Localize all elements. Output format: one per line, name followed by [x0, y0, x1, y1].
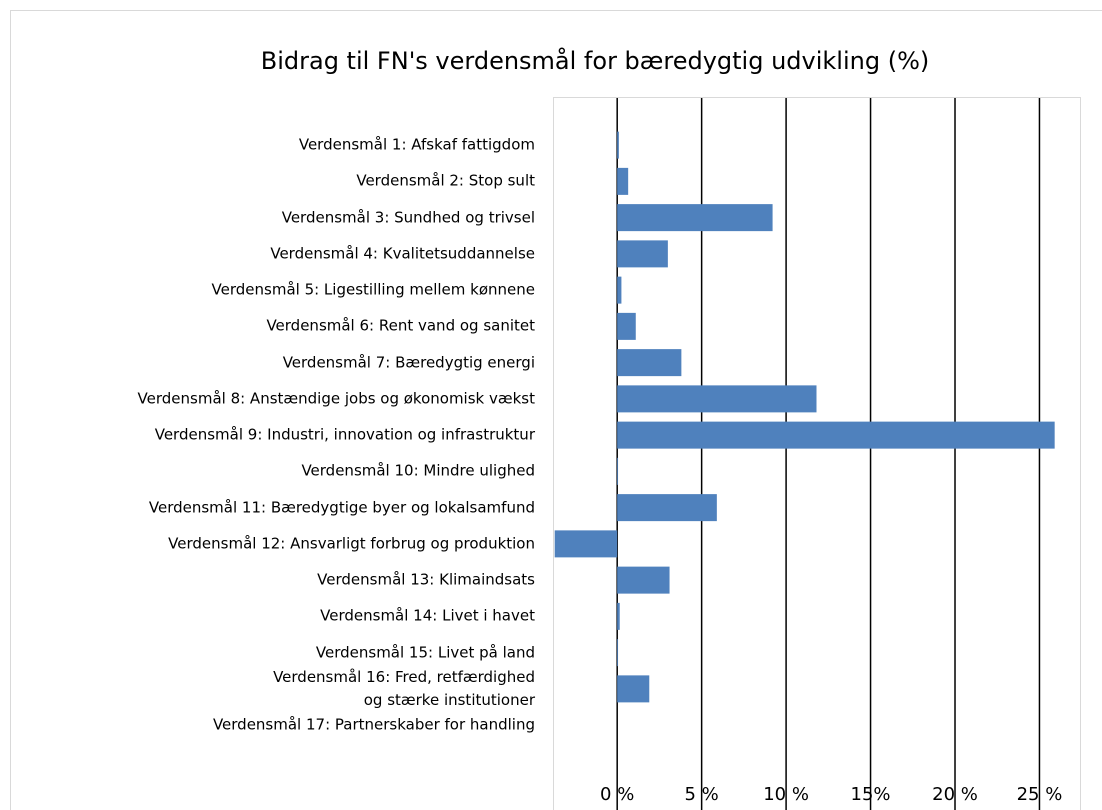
y-tick-label: Verdensmål 12: Ansvarligt forbrug og pro…: [168, 534, 535, 553]
bar: [617, 131, 619, 159]
x-tick-label: 10 %: [763, 784, 809, 805]
x-tick-label: 20 %: [932, 784, 978, 805]
y-tick-label: Verdensmål 8: Anstændige jobs og økonomi…: [137, 389, 535, 408]
x-tick-label: 0 %: [600, 784, 634, 805]
y-tick-label: Verdensmål 7: Bæredygtig energi: [282, 353, 535, 372]
bar: [617, 675, 650, 703]
chart-border: [10, 10, 1102, 810]
y-tick-label: Verdensmål 13: Klimaindsats: [317, 570, 535, 589]
y-tick-label: Verdensmål 15: Livet på land: [315, 643, 535, 662]
x-tick-label: 25 %: [1017, 784, 1063, 805]
bar: [617, 167, 629, 195]
plot-area: [553, 97, 1081, 810]
y-tick-label: Verdensmål 4: Kvalitetsuddannelse: [270, 244, 535, 263]
x-tick-label: 5 %: [685, 784, 719, 805]
x-tick-label: 15%: [851, 784, 891, 805]
y-tick-label: Verdensmål 11: Bæredygtige byer og lokal…: [148, 498, 535, 517]
y-tick-label: Verdensmål 14: Livet i havet: [320, 606, 535, 625]
y-tick-label: Verdensmål 9: Industri, innovation og in…: [154, 425, 535, 444]
y-tick-label: Verdensmål 5: Ligestilling mellem kønnen…: [211, 280, 535, 299]
bar: [617, 566, 670, 594]
y-tick-label: Verdensmål 1: Afskaf fattigdom: [298, 135, 535, 154]
bar: [554, 530, 618, 558]
chart-title: Bidrag til FN's verdensmål for bæredygti…: [261, 46, 929, 75]
bar: [617, 457, 619, 485]
bar: [617, 276, 622, 304]
bar: [617, 240, 668, 268]
bar: [617, 494, 717, 522]
y-tick-label: Verdensmål 17: Partnerskaber for handlin…: [212, 715, 535, 734]
bar: [617, 204, 773, 232]
bar: [617, 421, 1055, 449]
y-tick-label: Verdensmål 6: Rent vand og sanitet: [266, 316, 535, 335]
y-tick-label: Verdensmål 2: Stop sult: [356, 171, 535, 190]
bar: [617, 385, 817, 413]
y-tick-label: Verdensmål 10: Mindre ulighed: [301, 461, 535, 480]
y-tick-label: Verdensmål 16: Fred, retfærdighed og stæ…: [273, 667, 535, 709]
bar: [617, 639, 619, 667]
bar: [617, 312, 636, 340]
bar: [617, 349, 682, 377]
bar: [617, 602, 620, 630]
y-tick-label: Verdensmål 3: Sundhed og trivsel: [281, 208, 535, 227]
